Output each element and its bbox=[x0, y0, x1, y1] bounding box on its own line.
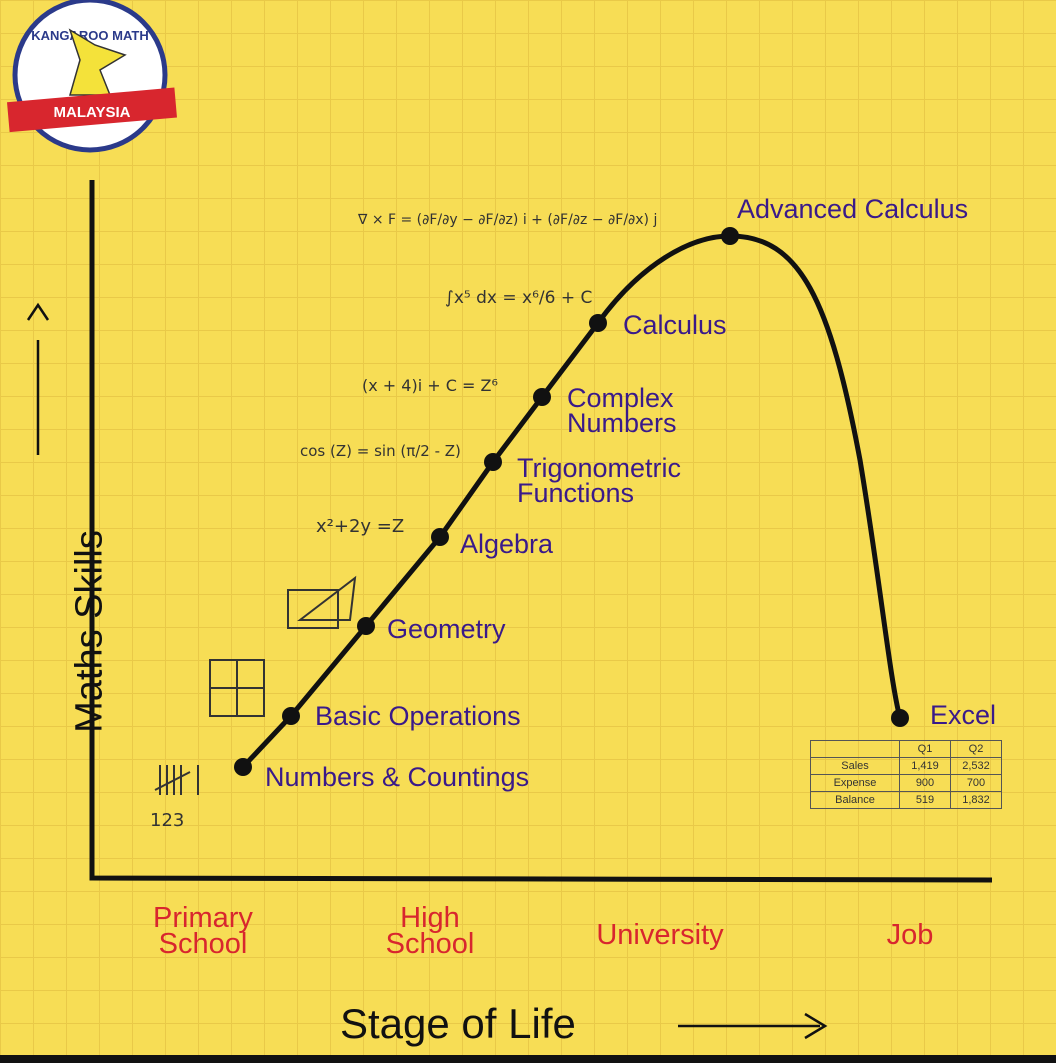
logo-banner: MALAYSIA bbox=[54, 104, 131, 121]
bottom-border bbox=[0, 1055, 1056, 1063]
point-calculus bbox=[589, 314, 607, 332]
point-label: Calculus bbox=[623, 310, 727, 340]
geometry-icon bbox=[287, 575, 357, 629]
stage-primary: Primary School bbox=[153, 902, 253, 960]
curl-formula: ∇ × F = (∂F/∂y − ∂F/∂z) i + (∂F/∂z − ∂F/… bbox=[358, 212, 658, 228]
point-trigonometric-functions bbox=[484, 453, 502, 471]
trig-formula: cos (Z) = sin (π/2 - Z) bbox=[300, 442, 461, 460]
y-arrow-icon bbox=[26, 302, 50, 455]
point-complex-numbers bbox=[533, 388, 551, 406]
point-label: Excel bbox=[930, 700, 997, 730]
complex-formula: (x + 4)i + C = Z⁶ bbox=[362, 376, 498, 395]
x-arrow-icon bbox=[678, 1012, 828, 1040]
tally-icon bbox=[154, 765, 199, 795]
x-axis-label: Stage of Life bbox=[340, 1000, 576, 1047]
kangaroo-icon bbox=[68, 28, 127, 96]
point-advanced-calculus bbox=[721, 227, 739, 245]
logo-text: KANGAROO MATH bbox=[31, 28, 148, 43]
point-excel bbox=[891, 709, 909, 727]
point-label: Algebra bbox=[460, 529, 554, 559]
point-numbers-countings bbox=[234, 758, 252, 776]
point-algebra bbox=[431, 528, 449, 546]
point-label: Advanced Calculus bbox=[737, 194, 969, 224]
algebra-formula: x²+2y =Z bbox=[316, 516, 405, 537]
stage-job: Job bbox=[886, 919, 934, 951]
point-label: Numbers & Countings bbox=[265, 762, 530, 792]
point-label: Basic Operations bbox=[315, 701, 521, 731]
stage-high-school: High School bbox=[385, 902, 475, 960]
axes bbox=[89, 180, 993, 883]
point-basic-operations bbox=[282, 707, 300, 725]
skill-curve bbox=[241, 233, 903, 769]
point-geometry bbox=[357, 617, 375, 635]
stage-university: University bbox=[596, 919, 724, 951]
tally-caption: 123 bbox=[150, 810, 185, 831]
operations-grid-icon bbox=[209, 659, 265, 717]
point-label: Complex Numbers bbox=[567, 383, 677, 438]
integral-formula: ∫x⁵ dx = x⁶/6 + C bbox=[445, 288, 593, 308]
excel-table: Q1 Q2 Sales 1,419 2,532 Expense 900 700 Balan… bbox=[810, 740, 1002, 809]
y-axis-label: Maths Skills bbox=[68, 530, 111, 733]
point-label: Trigonometric Functions bbox=[517, 453, 682, 508]
point-label: Geometry bbox=[387, 614, 506, 644]
logo: KANGAROO MATH MALAYSIA bbox=[7, 0, 177, 153]
